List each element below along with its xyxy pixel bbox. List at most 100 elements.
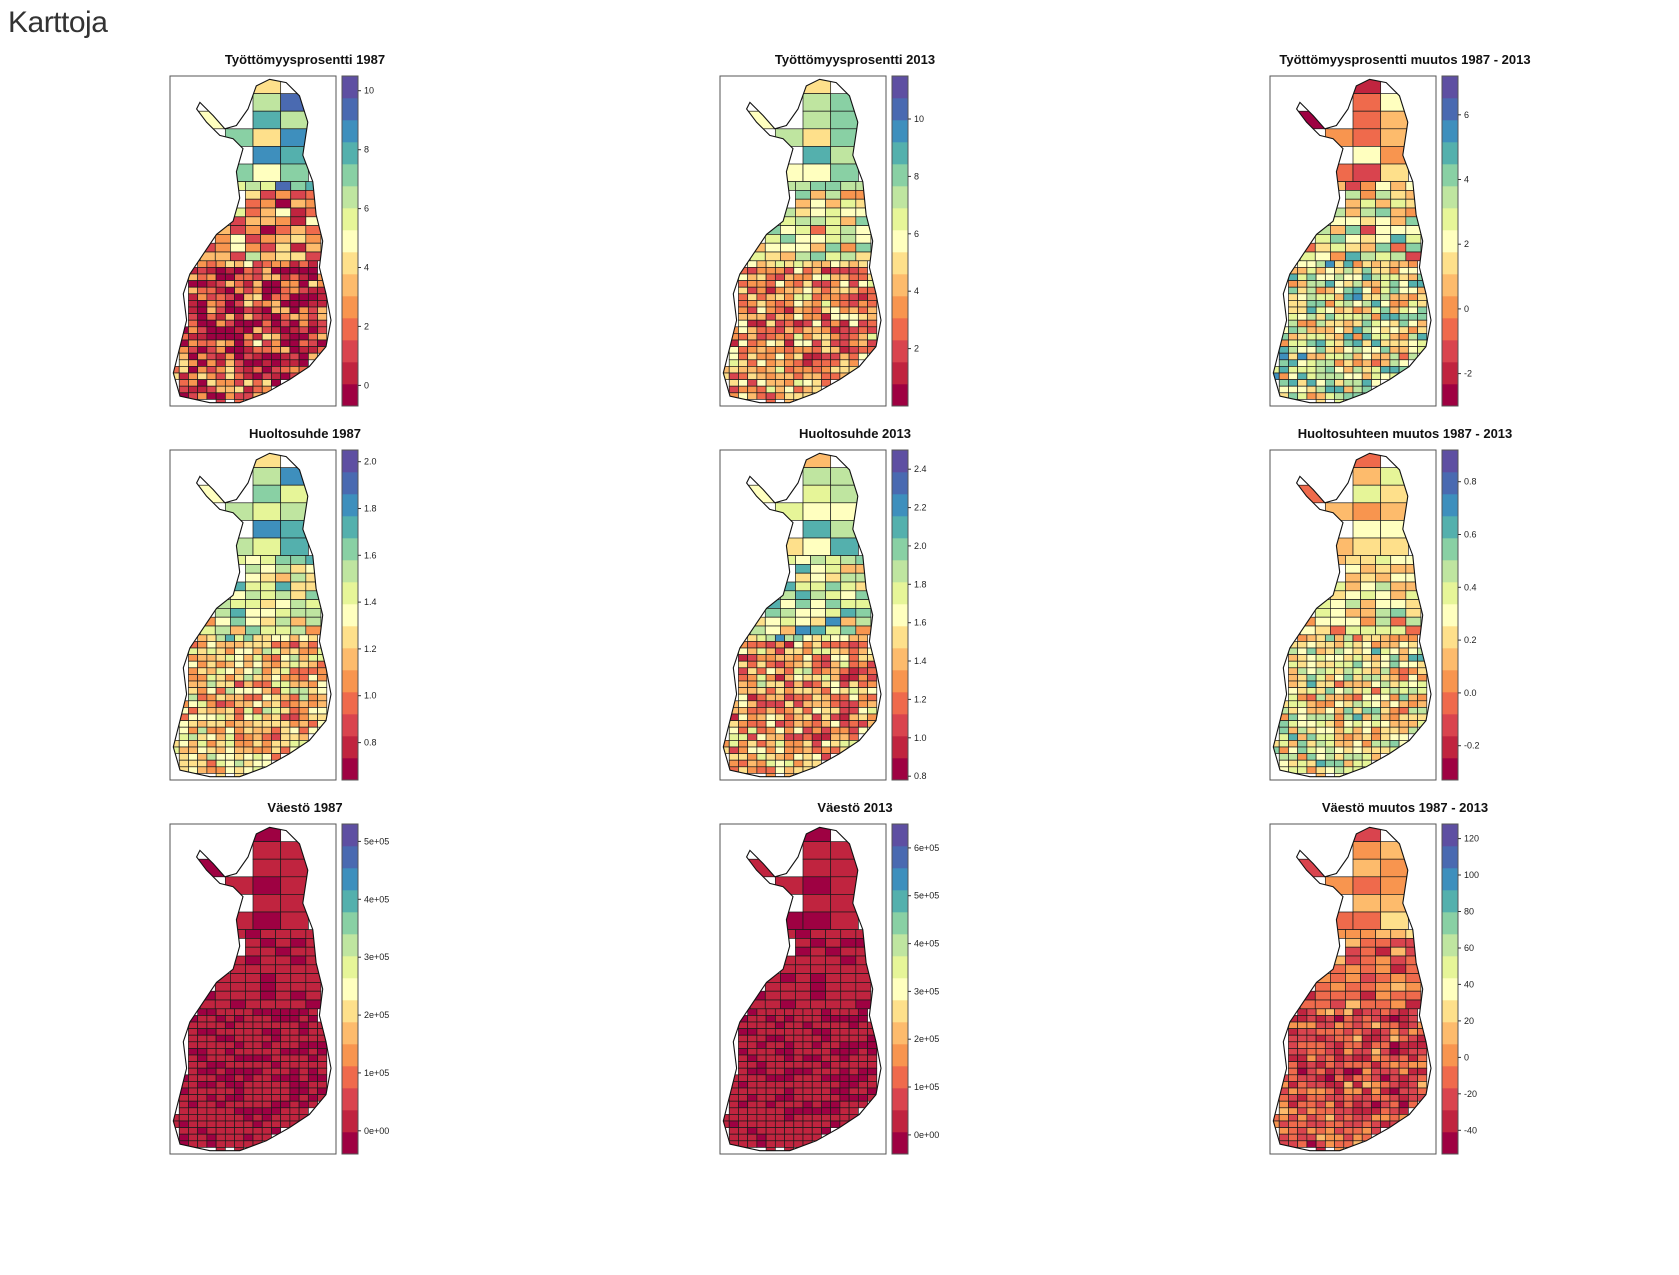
map-region bbox=[252, 484, 282, 504]
map-region bbox=[830, 339, 841, 347]
map-region bbox=[825, 581, 842, 592]
map-region bbox=[298, 1107, 309, 1115]
map-region bbox=[830, 858, 859, 878]
map-region bbox=[1375, 964, 1392, 974]
map-region bbox=[1297, 1140, 1308, 1148]
map-region bbox=[867, 326, 878, 334]
map-region bbox=[280, 687, 291, 695]
map-region bbox=[802, 1081, 813, 1089]
map-region bbox=[224, 667, 235, 675]
map-region bbox=[756, 660, 767, 669]
map-region bbox=[1417, 319, 1428, 328]
map-region bbox=[260, 581, 276, 592]
map-region bbox=[839, 1087, 850, 1095]
map-region bbox=[1315, 372, 1326, 380]
map-region bbox=[307, 720, 318, 728]
map-region bbox=[1345, 964, 1361, 974]
map-region bbox=[1380, 641, 1391, 649]
map-region bbox=[1389, 260, 1400, 268]
map-region bbox=[1334, 1107, 1345, 1115]
map-region bbox=[206, 306, 217, 314]
map-region bbox=[1389, 1094, 1400, 1102]
map-region bbox=[298, 660, 309, 669]
map-region bbox=[271, 720, 282, 728]
map-region bbox=[307, 713, 318, 721]
map-region bbox=[1417, 674, 1428, 682]
map-region bbox=[1389, 333, 1400, 341]
map-region bbox=[275, 955, 292, 966]
map-region bbox=[1315, 1028, 1326, 1036]
map-region bbox=[1389, 339, 1400, 347]
map-region bbox=[765, 333, 776, 341]
country-outline bbox=[172, 452, 332, 778]
map-region bbox=[317, 700, 328, 708]
map-region bbox=[298, 733, 309, 741]
map-region bbox=[840, 251, 857, 262]
map-region bbox=[206, 660, 217, 669]
legend-bar bbox=[891, 75, 909, 407]
map-region bbox=[289, 1074, 300, 1082]
map-region bbox=[215, 1008, 226, 1016]
map-region bbox=[802, 1120, 813, 1128]
map-region bbox=[1360, 207, 1376, 218]
map-region bbox=[317, 313, 328, 321]
map-region bbox=[747, 273, 758, 281]
map-region bbox=[307, 260, 318, 268]
map-region bbox=[215, 680, 226, 688]
map-region bbox=[317, 1061, 328, 1069]
map-region bbox=[1389, 1087, 1400, 1095]
map-region bbox=[1407, 1087, 1418, 1095]
map-region bbox=[811, 713, 822, 721]
map-region bbox=[197, 654, 208, 662]
map-region bbox=[1288, 680, 1299, 688]
map-region bbox=[271, 333, 282, 341]
map-region bbox=[1407, 654, 1418, 662]
map-region bbox=[765, 1087, 776, 1095]
map-region bbox=[1417, 700, 1428, 708]
map-region bbox=[234, 352, 245, 361]
map-region bbox=[252, 654, 263, 662]
map-region bbox=[245, 564, 261, 574]
map-region bbox=[224, 300, 235, 308]
map-region bbox=[261, 352, 272, 361]
map-region bbox=[271, 379, 282, 387]
map-region bbox=[848, 1061, 859, 1069]
map-region bbox=[215, 647, 226, 655]
map-region bbox=[280, 1061, 291, 1069]
map-region bbox=[206, 359, 217, 367]
map-region bbox=[1324, 385, 1335, 394]
map-region bbox=[275, 207, 292, 218]
map-region bbox=[1315, 267, 1326, 275]
map-region bbox=[756, 766, 767, 774]
map-region bbox=[855, 608, 872, 618]
map-region bbox=[243, 759, 254, 768]
map-region bbox=[275, 572, 292, 583]
map-region bbox=[215, 286, 226, 295]
map-region bbox=[197, 726, 208, 735]
map-region bbox=[1345, 555, 1361, 565]
map-region bbox=[298, 667, 309, 675]
map-region bbox=[774, 300, 785, 308]
map-region bbox=[1297, 634, 1308, 642]
map-region bbox=[1380, 1034, 1391, 1043]
map-region bbox=[756, 720, 767, 728]
map-region bbox=[234, 733, 245, 741]
map-region bbox=[747, 1008, 758, 1016]
map-region bbox=[1315, 1087, 1326, 1095]
map-region bbox=[1390, 999, 1407, 1010]
map-region bbox=[298, 634, 309, 642]
map-region bbox=[728, 740, 739, 748]
map-region bbox=[252, 339, 263, 347]
map-region bbox=[811, 260, 822, 268]
map-region bbox=[1288, 1074, 1299, 1082]
legend-tick-label: 2e+05 bbox=[364, 1010, 389, 1020]
map-region bbox=[802, 1094, 813, 1102]
map-region bbox=[1352, 359, 1363, 367]
map-region bbox=[1352, 1074, 1363, 1082]
legend-swatch bbox=[892, 318, 908, 341]
map-region bbox=[1361, 359, 1372, 367]
map-region bbox=[811, 667, 822, 675]
map-region bbox=[795, 599, 811, 609]
map-region bbox=[756, 1094, 767, 1102]
map-region bbox=[224, 726, 235, 735]
